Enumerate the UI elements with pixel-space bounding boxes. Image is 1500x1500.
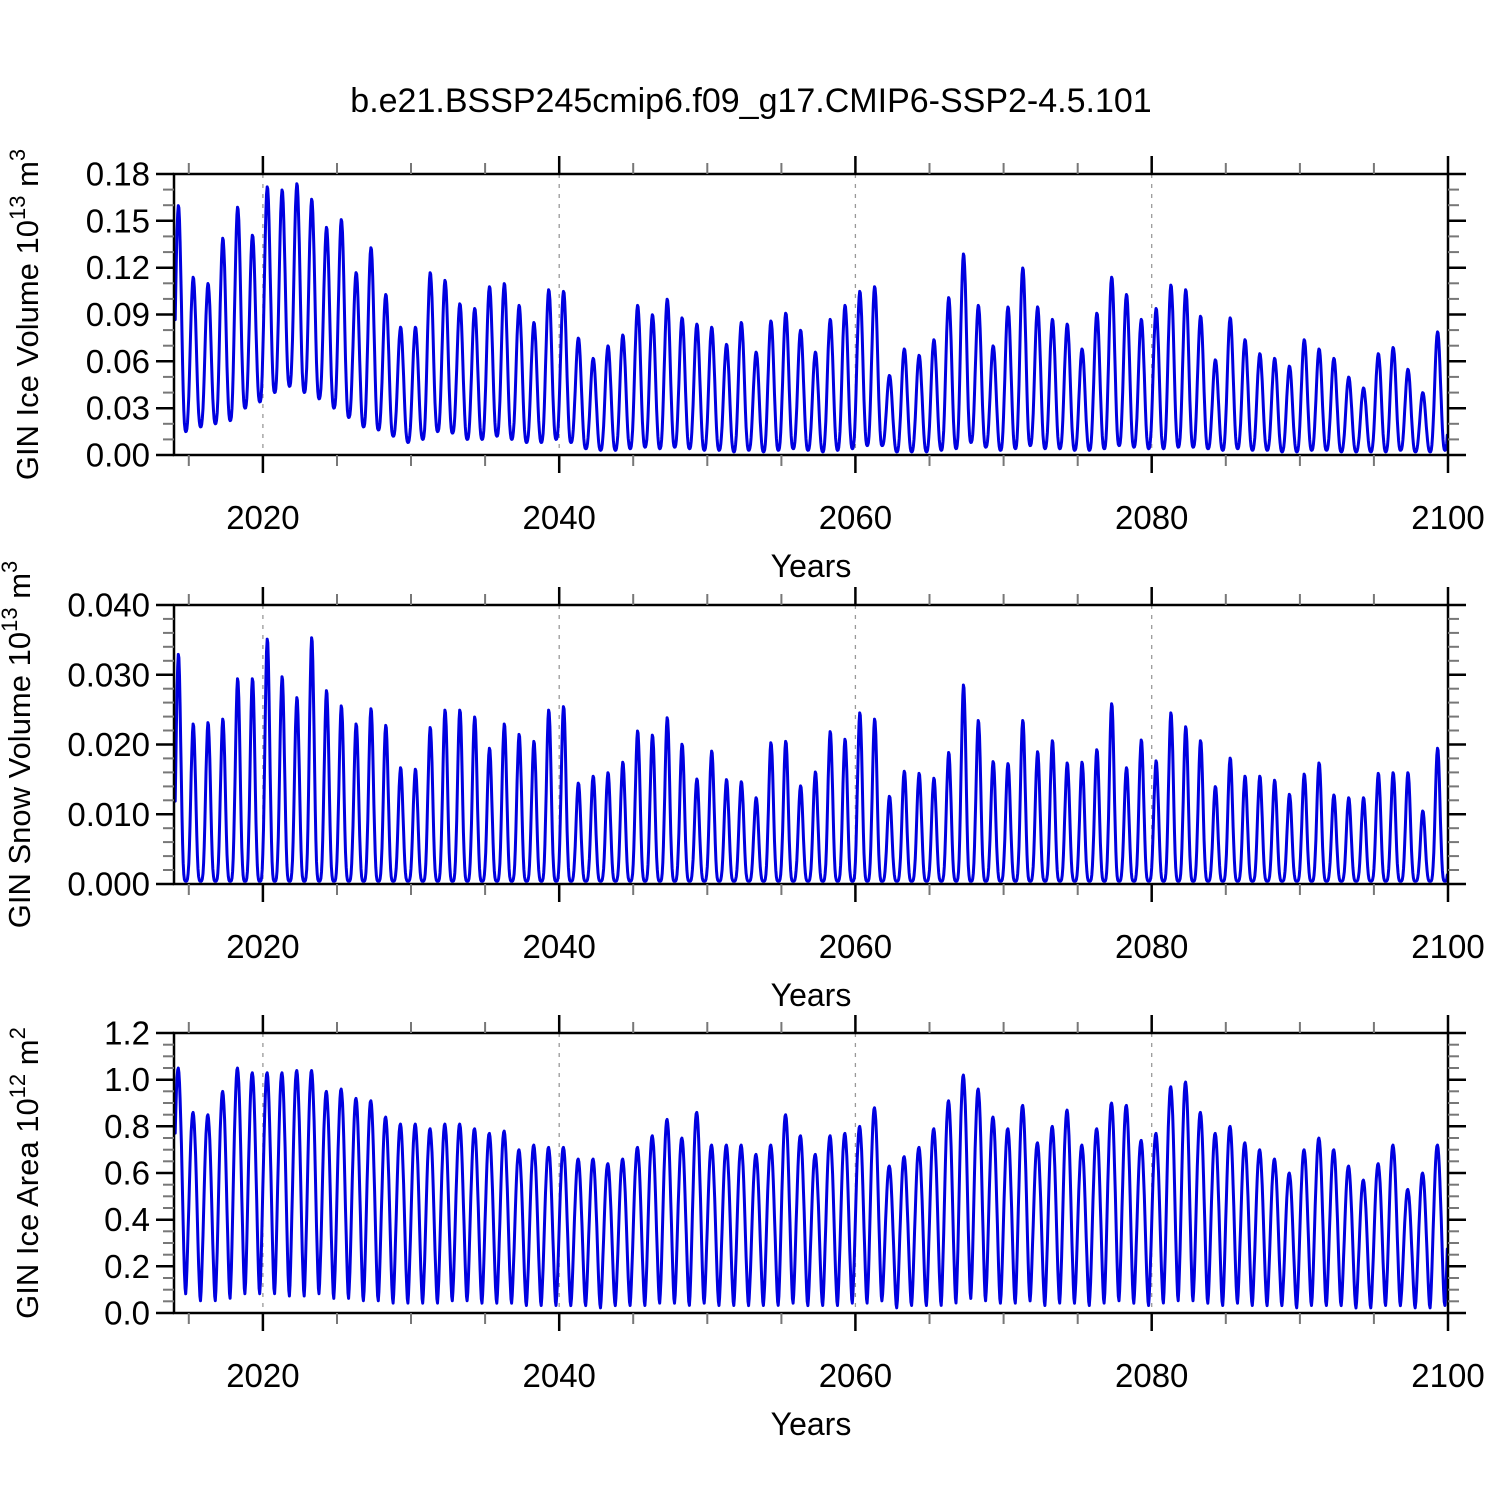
y-tick-label: 0.6 bbox=[104, 1155, 150, 1192]
x-tick-label: 2100 bbox=[1411, 499, 1484, 536]
y-axis-title-text: GIN Ice Volume 10 bbox=[10, 220, 45, 480]
y-axis-title: GIN Snow Volume 1013 m3 bbox=[0, 561, 37, 929]
chart-gin-ice-volume: 2020 2040 2060 2080 2100 0.00 0.03 0.06 0.09 0.12… bbox=[5, 149, 1485, 584]
x-tick-label: 2040 bbox=[522, 928, 595, 965]
y-tick-label: 0.000 bbox=[67, 866, 150, 903]
y-tick-label: 0.03 bbox=[86, 390, 150, 427]
x-tick-label: 2080 bbox=[1115, 928, 1188, 965]
y-tick-label: 0.00 bbox=[86, 437, 150, 474]
y-axis-title-text: m bbox=[10, 1039, 45, 1073]
x-tick-label: 2100 bbox=[1411, 928, 1484, 965]
y-axis-title-superscript: 3 bbox=[0, 561, 22, 573]
y-tick-label: 0.8 bbox=[104, 1108, 150, 1145]
x-tick-label: 2060 bbox=[819, 1357, 892, 1394]
y-axis-title: GIN Ice Volume 1013 m3 bbox=[5, 149, 45, 480]
x-tick-label: 2060 bbox=[819, 499, 892, 536]
y-tick-label: 0.18 bbox=[86, 156, 150, 193]
y-tick-label: 0.030 bbox=[67, 656, 150, 693]
y-axis-title-text: GIN Ice Area 10 bbox=[10, 1098, 45, 1319]
axis-ticks bbox=[156, 156, 1466, 473]
y-axis-title: GIN Ice Area 1012 m2 bbox=[5, 1027, 45, 1319]
y-tick-label: 0.4 bbox=[104, 1201, 150, 1238]
y-axis-title-text: m bbox=[10, 161, 45, 195]
x-axis-title: Years bbox=[771, 977, 852, 1013]
y-tick-label: 1.2 bbox=[104, 1015, 150, 1052]
y-tick-label: 0.2 bbox=[104, 1248, 150, 1285]
y-axis-title-superscript: 13 bbox=[5, 196, 30, 220]
y-axis-title-superscript: 2 bbox=[5, 1027, 30, 1039]
x-tick-label: 2080 bbox=[1115, 1357, 1188, 1394]
y-tick-label: 0.010 bbox=[67, 796, 150, 833]
x-tick-label: 2020 bbox=[226, 499, 299, 536]
series-line-gin-snow-volume bbox=[173, 636, 1449, 883]
y-tick-label: 0.06 bbox=[86, 343, 150, 380]
y-axis-title-superscript: 12 bbox=[5, 1074, 30, 1098]
figure-title: b.e21.BSSP245cmip6.f09_g17.CMIP6-SSP2-4.… bbox=[350, 82, 1151, 120]
chart-gin-snow-volume: 2020 2040 2060 2080 2100 0.000 0.010 0.020 0.030… bbox=[0, 561, 1485, 1013]
x-tick-label: 2060 bbox=[819, 928, 892, 965]
y-axis-title-text: GIN Snow Volume 10 bbox=[2, 632, 37, 928]
axis-ticks bbox=[156, 587, 1466, 902]
y-tick-label: 0.15 bbox=[86, 202, 150, 239]
y-tick-label: 0.0 bbox=[104, 1295, 150, 1332]
x-tick-label: 2080 bbox=[1115, 499, 1188, 536]
axis-ticks bbox=[156, 1015, 1466, 1331]
x-tick-label: 2040 bbox=[522, 1357, 595, 1394]
y-axis-title-superscript: 13 bbox=[0, 607, 22, 631]
x-axis-title: Years bbox=[771, 548, 852, 584]
y-axis-title-text: m bbox=[2, 573, 37, 607]
y-tick-label: 0.12 bbox=[86, 249, 150, 286]
x-tick-label: 2020 bbox=[226, 928, 299, 965]
y-tick-label: 0.09 bbox=[86, 296, 150, 333]
chart-gin-ice-area: 2020 2040 2060 2080 2100 0.0 0.2 0.4 0.6 0.8 1.0 1.… bbox=[5, 1015, 1485, 1443]
x-axis-title: Years bbox=[771, 1406, 852, 1442]
x-tick-label: 2040 bbox=[522, 499, 595, 536]
y-axis-title-superscript: 3 bbox=[5, 149, 30, 161]
x-tick-label: 2020 bbox=[226, 1357, 299, 1394]
y-tick-label: 0.040 bbox=[67, 587, 150, 624]
series-line-gin-ice-area bbox=[173, 1066, 1449, 1310]
series-line-gin-ice-volume bbox=[173, 182, 1449, 454]
y-tick-label: 0.020 bbox=[67, 726, 150, 763]
x-tick-label: 2100 bbox=[1411, 1357, 1484, 1394]
y-tick-label: 1.0 bbox=[104, 1061, 150, 1098]
